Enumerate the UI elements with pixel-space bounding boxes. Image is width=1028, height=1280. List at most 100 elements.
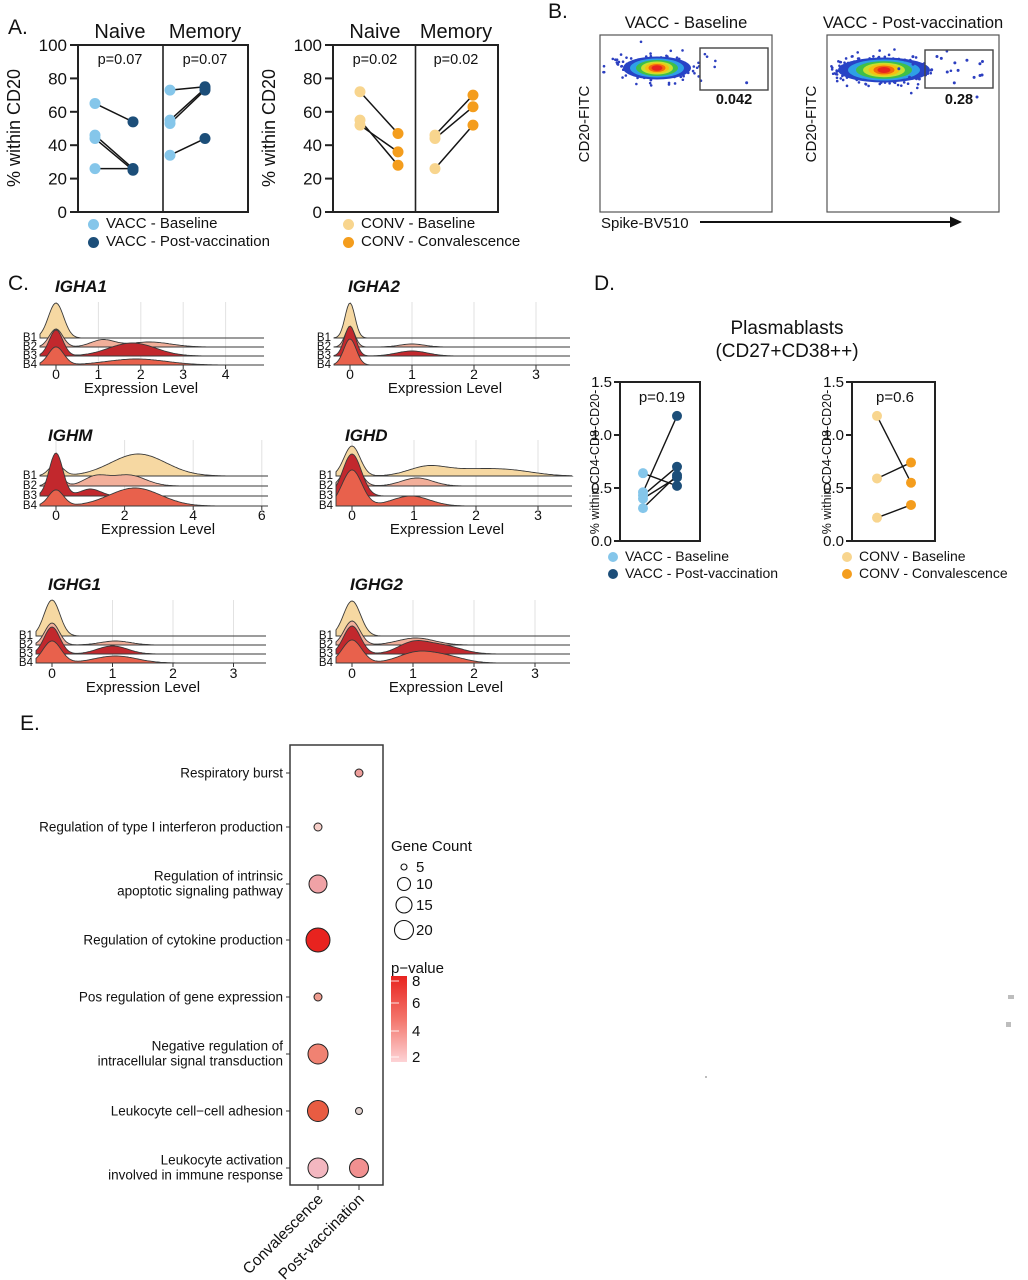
go-bubble [307, 1043, 329, 1065]
scatter-dot [665, 54, 668, 58]
ridge-row-label: B1 [317, 332, 331, 344]
gated-dot [972, 75, 976, 79]
y-axis-label: % within CD4-CD8-CD20- [588, 390, 602, 534]
scatter-dot [621, 60, 625, 64]
stray-mark [1006, 1022, 1011, 1027]
flow-plot-title: VACC - Baseline [625, 14, 748, 32]
pair-line [169, 89, 206, 125]
plasmablasts-title: Plasmablasts [730, 318, 844, 339]
ridge-B4 [335, 639, 570, 664]
pair-line [359, 91, 399, 135]
scatter-dot [844, 57, 848, 60]
scatter-dot [649, 52, 652, 55]
panel-d-label: D. [594, 272, 615, 295]
y-tick-label: 0.5 [823, 480, 844, 497]
scatter-dot [703, 52, 707, 56]
scatter-dot [673, 82, 677, 85]
data-point-post [127, 116, 139, 128]
go-bubble [307, 1157, 329, 1179]
ridge-row-label: B1 [23, 332, 37, 344]
scatter-dot [902, 81, 906, 84]
term-label: Leukocyte activation involved in immune r… [108, 1153, 283, 1183]
x-tick-label: 1 [109, 665, 117, 681]
p-value-label: p=0.02 [353, 52, 398, 68]
scatter-dot [896, 83, 900, 87]
term-label: Respiratory burst [180, 766, 283, 781]
gene-title-ighg2: IGHG2 [350, 575, 403, 594]
ridge-row-label: B2 [317, 341, 331, 353]
pair-line [359, 119, 399, 166]
scatter-dot [920, 62, 924, 66]
data-point-post [906, 477, 916, 488]
data-point-baseline [872, 512, 882, 523]
scatter-dot [617, 60, 621, 64]
x-tick-label: 3 [534, 507, 542, 523]
ridge-B1 [39, 302, 264, 339]
scatter-dot [616, 63, 620, 66]
p-value-label: p=0.19 [639, 389, 685, 406]
scatter-dot [602, 64, 606, 68]
gene-title-ighd: IGHD [345, 426, 388, 445]
ridge-row-label: B3 [319, 648, 333, 660]
panel-a-label: A. [8, 16, 28, 39]
ridge-row-label: B2 [23, 480, 37, 492]
y-tick-label: 1.0 [591, 427, 612, 444]
density-layer [877, 67, 891, 73]
ridge-B2 [39, 328, 264, 348]
scatter-dot [911, 55, 915, 59]
x-tick-label: 2 [121, 507, 129, 523]
scatter-dot [867, 84, 870, 88]
scatter-dot [856, 51, 859, 54]
y-axis-label: % within CD20 [4, 69, 24, 187]
scatter-dot [602, 70, 605, 74]
scatter-dot [916, 82, 920, 86]
x-tick-label: 0 [52, 366, 60, 382]
y-tick-label: 40 [303, 136, 322, 155]
ridge-row-label: B3 [319, 490, 333, 502]
data-point-baseline [89, 97, 101, 109]
scatter-dot [838, 60, 842, 64]
gated-dot [952, 81, 956, 85]
scatter-dot [872, 54, 875, 58]
column-header: Memory [169, 21, 241, 43]
pair-line [642, 472, 678, 487]
go-bubble [354, 768, 364, 778]
data-point-post [906, 499, 916, 510]
y-tick-label: 60 [48, 103, 67, 122]
gated-dot [965, 58, 969, 62]
scatter-dot [835, 76, 839, 80]
legend-dot-vacc-post [608, 568, 618, 579]
x-tick-label: 3 [179, 366, 187, 382]
scatter-dot [693, 71, 696, 75]
scatter-dot [639, 40, 643, 44]
y-tick-label: 0 [313, 203, 322, 222]
data-point-baseline [429, 133, 441, 145]
gene-title-igha2: IGHA2 [348, 277, 400, 296]
scatter-dot [911, 62, 915, 66]
legend-label: CONV - Convalescence [859, 565, 1008, 581]
scatter-dot [878, 49, 881, 52]
ridge-row-label: B2 [23, 341, 37, 353]
y-axis-label: % within CD4-CD8-CD20- [820, 390, 834, 534]
y-tick-label: 1.5 [823, 374, 844, 391]
legend-label: VACC - Post-vaccination [625, 565, 779, 581]
gated-dot [956, 68, 960, 72]
scatter-dot [917, 77, 921, 81]
y-tick-label: 20 [48, 170, 67, 189]
scatter-dot [714, 59, 717, 63]
x-axis-label: Expression Level [390, 521, 504, 538]
ridge-B4 [39, 487, 268, 507]
gated-dot [980, 60, 984, 64]
x-tick-label: 6 [258, 507, 266, 523]
legend-item: CONV - Baseline [343, 215, 520, 233]
scatter-dot [649, 78, 653, 82]
p-value-label: p=0.07 [98, 52, 143, 68]
legend-item: CONV - Convalescence [343, 233, 520, 251]
data-point-post [392, 146, 404, 158]
scatter-dot [864, 83, 868, 86]
y-tick-label: 1.0 [823, 427, 844, 444]
scatter-dot [624, 74, 628, 77]
legend-dot-vacc-baseline [608, 551, 618, 562]
